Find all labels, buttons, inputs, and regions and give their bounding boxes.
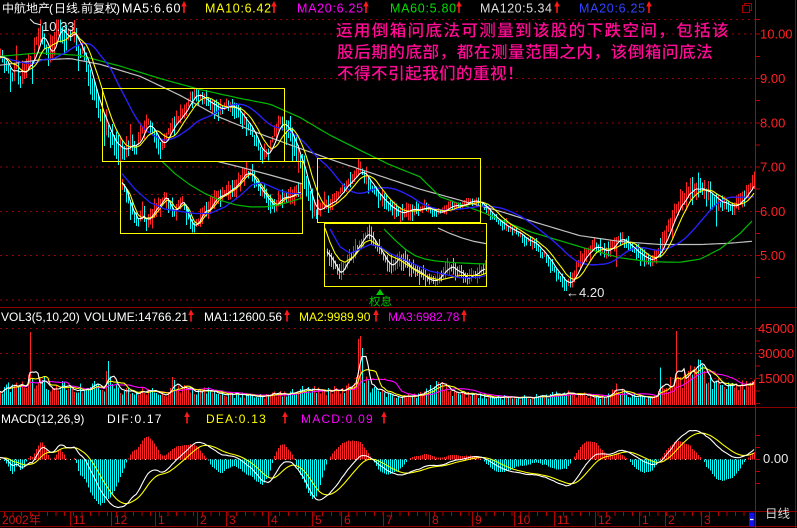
svg-text:30000: 30000 — [758, 346, 794, 361]
svg-text:MACD(12,26,9): MACD(12,26,9) — [1, 412, 84, 426]
svg-text:8.00: 8.00 — [760, 115, 785, 130]
svg-text:6.00: 6.00 — [760, 204, 785, 219]
svg-text:VOLUME:14766.21: VOLUME:14766.21 — [84, 310, 188, 324]
svg-text:MA10:6.42: MA10:6.42 — [205, 2, 272, 16]
svg-text:1: 1 — [642, 513, 649, 527]
svg-text:MA3:6982.78: MA3:6982.78 — [388, 310, 460, 324]
svg-text:11: 11 — [73, 513, 86, 527]
svg-text:12: 12 — [114, 513, 128, 527]
svg-text:VOL3(5,10,20): VOL3(5,10,20) — [1, 310, 80, 324]
svg-text:.: . — [77, 2, 80, 16]
svg-text:8: 8 — [432, 513, 439, 527]
svg-text:(: ( — [49, 2, 53, 16]
svg-text:15000: 15000 — [758, 371, 794, 386]
svg-text:MA20:6.25: MA20:6.25 — [579, 2, 646, 16]
svg-text:3: 3 — [704, 513, 711, 527]
svg-text:MA2:9989.90: MA2:9989.90 — [299, 310, 371, 324]
svg-text:4: 4 — [271, 513, 278, 527]
svg-text:←4.20: ←4.20 — [566, 285, 604, 300]
svg-text:2: 2 — [668, 513, 675, 527]
svg-text:6: 6 — [344, 513, 351, 527]
svg-text:MA20:6.25: MA20:6.25 — [297, 2, 364, 16]
svg-text:MACD:0.09: MACD:0.09 — [301, 412, 374, 426]
svg-text:MA5:6.60: MA5:6.60 — [122, 2, 181, 16]
svg-text:10: 10 — [517, 513, 531, 527]
svg-text:DIF:0.17: DIF:0.17 — [107, 412, 163, 426]
svg-text:5.00: 5.00 — [760, 248, 785, 263]
svg-text:7.00: 7.00 — [760, 160, 785, 175]
svg-text:1: 1 — [158, 513, 165, 527]
svg-text:3: 3 — [229, 513, 236, 527]
svg-text:12: 12 — [598, 513, 612, 527]
svg-text:0.00: 0.00 — [763, 451, 788, 466]
svg-text:2: 2 — [200, 513, 207, 527]
svg-text:5: 5 — [315, 513, 322, 527]
svg-text:7: 7 — [386, 513, 393, 527]
svg-text:10.00: 10.00 — [760, 27, 793, 42]
svg-text:DEA:0.13: DEA:0.13 — [206, 412, 267, 426]
svg-text:10.33: 10.33 — [42, 19, 75, 34]
svg-text:2002: 2002 — [2, 513, 29, 527]
svg-text:45000: 45000 — [758, 321, 794, 336]
svg-text:): ) — [116, 2, 120, 16]
svg-text:11: 11 — [557, 513, 570, 527]
svg-text:MA60:5.80: MA60:5.80 — [390, 2, 457, 16]
svg-text:MA120:5.34: MA120:5.34 — [480, 2, 552, 16]
svg-text:MA1:12600.56: MA1:12600.56 — [204, 310, 282, 324]
svg-text:9.00: 9.00 — [760, 71, 785, 86]
svg-text:9: 9 — [475, 513, 482, 527]
